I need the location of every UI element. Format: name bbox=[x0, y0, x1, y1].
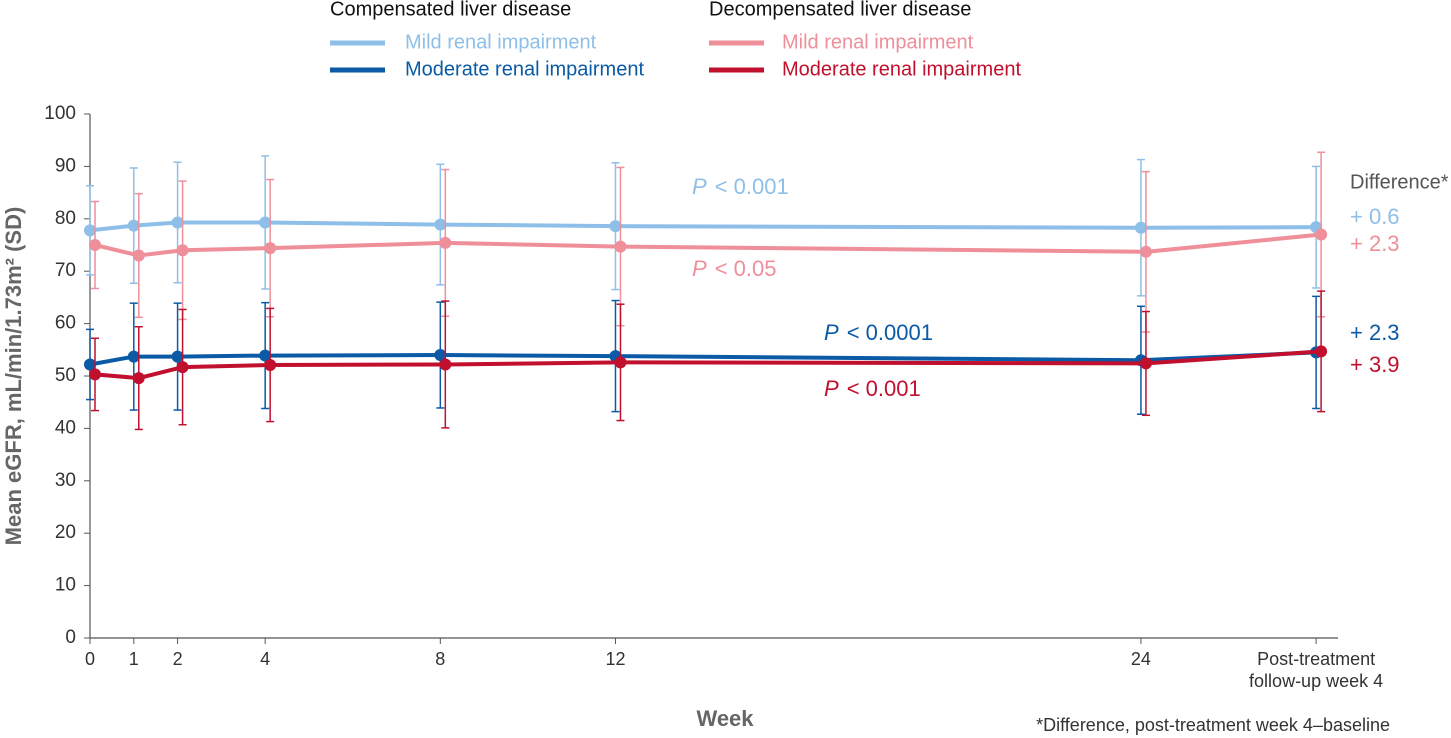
data-point bbox=[259, 349, 272, 362]
p-text: < 0.001 bbox=[847, 376, 921, 401]
legend-label: Mild renal impairment bbox=[405, 31, 597, 53]
series-line bbox=[94, 349, 1322, 381]
data-point bbox=[264, 242, 277, 255]
data-point bbox=[127, 219, 140, 232]
x-tick-label: 8 bbox=[435, 649, 446, 669]
y-tick-label: 60 bbox=[55, 313, 76, 334]
difference-label: + 3.9 bbox=[1350, 352, 1400, 377]
data-point bbox=[1139, 245, 1152, 258]
data-point bbox=[84, 224, 96, 237]
data-point bbox=[434, 218, 447, 231]
data-point bbox=[609, 220, 622, 233]
y-tick-label: 40 bbox=[55, 417, 76, 438]
y-tick-label: 30 bbox=[55, 470, 76, 491]
data-point bbox=[439, 358, 452, 371]
y-tick-label: 100 bbox=[44, 103, 76, 124]
p-text: < 0.0001 bbox=[847, 320, 933, 345]
x-tick-label: 1 bbox=[128, 649, 139, 669]
p-text: < 0.001 bbox=[715, 174, 789, 199]
x-axis-label: Week bbox=[696, 706, 754, 731]
difference-title: Difference* bbox=[1350, 171, 1449, 193]
p-text: < 0.05 bbox=[715, 256, 777, 281]
data-point bbox=[171, 216, 184, 229]
y-tick-label: 10 bbox=[55, 575, 76, 596]
p-symbol: P bbox=[692, 256, 707, 281]
y-axis-label: Mean eGFR, mL/min/1.73m² (SD) bbox=[1, 207, 26, 546]
data-point bbox=[132, 249, 145, 262]
series-line bbox=[89, 350, 1317, 367]
p-value-annotation: P < 0.05 bbox=[692, 256, 776, 281]
legend-label: Moderate renal impairment bbox=[405, 58, 644, 80]
difference-label: + 2.3 bbox=[1350, 320, 1400, 345]
data-point bbox=[89, 239, 101, 251]
data-point bbox=[84, 358, 96, 371]
p-value-annotation: P < 0.001 bbox=[824, 376, 921, 401]
legend-label: Moderate renal impairment bbox=[782, 58, 1021, 80]
y-tick-label: 0 bbox=[65, 627, 76, 648]
difference-label: + 0.6 bbox=[1350, 204, 1400, 229]
data-point bbox=[439, 236, 452, 249]
x-tick-label: 0 bbox=[84, 649, 95, 669]
data-point bbox=[264, 358, 277, 371]
data-point bbox=[614, 240, 627, 253]
p-symbol: P bbox=[824, 376, 839, 401]
x-tick-label: 2 bbox=[172, 649, 183, 669]
y-tick-label: 70 bbox=[55, 260, 76, 281]
data-point bbox=[176, 361, 189, 374]
data-point bbox=[614, 356, 627, 369]
p-symbol: P bbox=[692, 174, 707, 199]
x-tick-label: 4 bbox=[260, 649, 271, 669]
data-point bbox=[1134, 221, 1147, 234]
footnote: *Difference, post-treatment week 4–basel… bbox=[1036, 715, 1390, 735]
data-point bbox=[127, 350, 140, 363]
data-point bbox=[1139, 357, 1152, 370]
data-point bbox=[1315, 228, 1328, 241]
legend-group-title: Decompensated liver disease bbox=[709, 0, 971, 20]
data-point bbox=[89, 368, 101, 381]
y-tick-label: 80 bbox=[55, 208, 76, 229]
series-line bbox=[89, 220, 1317, 233]
x-tick-label: 12 bbox=[605, 649, 626, 669]
data-point bbox=[176, 244, 189, 257]
data-point bbox=[132, 372, 145, 385]
data-point bbox=[1315, 345, 1328, 358]
series-line bbox=[94, 232, 1322, 258]
y-tick-label: 90 bbox=[55, 155, 76, 176]
p-symbol: P bbox=[824, 320, 839, 345]
data-point bbox=[171, 350, 184, 363]
legend-group-title: Compensated liver disease bbox=[330, 0, 571, 20]
difference-label: + 2.3 bbox=[1350, 231, 1400, 256]
data-point bbox=[434, 349, 447, 362]
legend-label: Mild renal impairment bbox=[782, 31, 974, 53]
y-tick-label: 50 bbox=[55, 365, 76, 386]
data-point bbox=[259, 216, 272, 229]
x-tick-label: Post-treatment follow-up week 4 bbox=[1249, 649, 1384, 691]
p-value-annotation: P < 0.001 bbox=[692, 174, 789, 199]
p-value-annotation: P < 0.0001 bbox=[824, 320, 933, 345]
x-tick-label: 24 bbox=[1130, 649, 1151, 669]
y-tick-label: 20 bbox=[55, 522, 76, 543]
